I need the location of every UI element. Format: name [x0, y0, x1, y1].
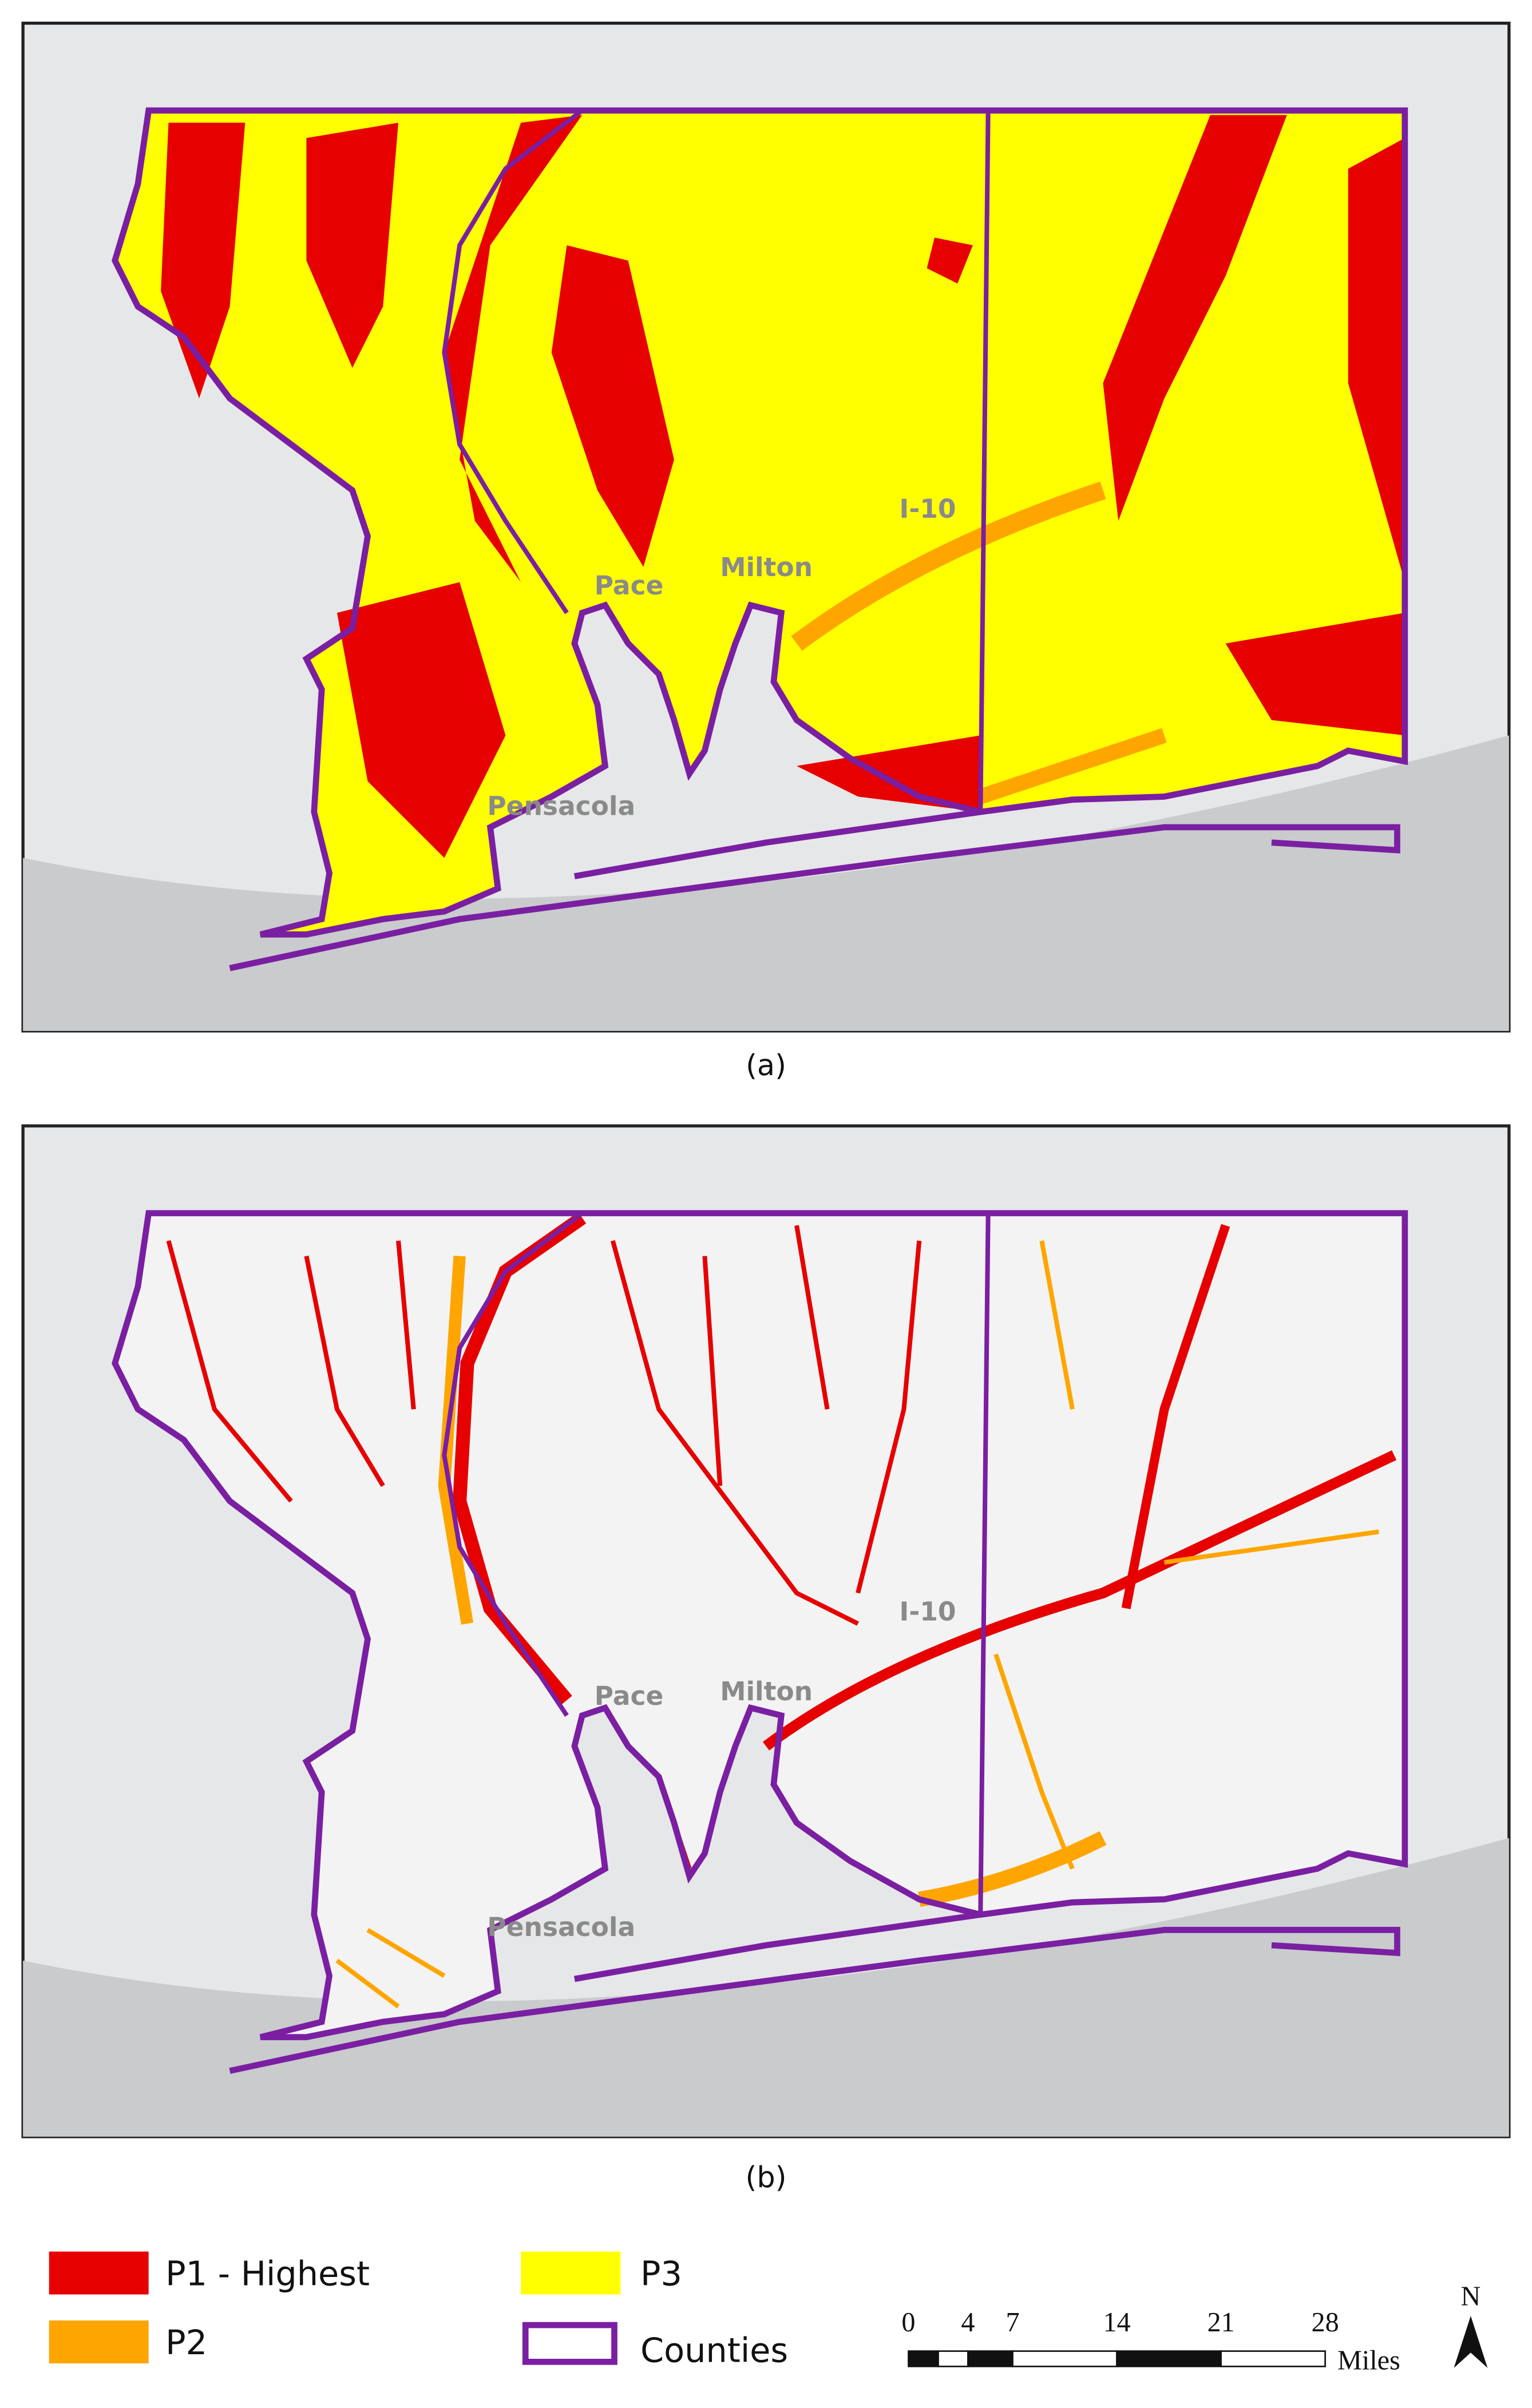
water	[23, 735, 1509, 1031]
map-panel-b: I-10 Pace Milton Pensacola	[21, 1124, 1511, 2139]
p2-streams	[335, 1240, 1379, 2009]
legend-label: P1 - Highest	[165, 2254, 370, 2293]
scale-segment	[1116, 2350, 1222, 2367]
legend-swatch	[49, 2320, 149, 2363]
panel-caption: (b)	[746, 2160, 787, 2194]
p2-corridor	[791, 481, 1106, 651]
place-label: Pace	[595, 1681, 664, 1711]
scale-tick-label: 0	[901, 2307, 915, 2338]
north-arrow: N	[1454, 2281, 1488, 2369]
legend-swatch	[49, 2251, 149, 2295]
p1-areas	[161, 115, 1405, 858]
water	[23, 1838, 1509, 2137]
place-label: I-10	[899, 494, 956, 524]
north-arrow-shape	[1454, 2316, 1488, 2369]
scale-tick-label: 28	[1312, 2307, 1339, 2338]
scale-unit: Miles	[1337, 2346, 1400, 2376]
place-label: Milton	[720, 1676, 813, 1707]
place-label: Pensacola	[487, 791, 635, 822]
legend: P1 - Highest P2 P3 Counties	[49, 2251, 788, 2370]
place-label: Pensacola	[487, 1912, 635, 1942]
panel-caption: (a)	[746, 1049, 786, 1082]
scale-tick-label: 7	[1006, 2307, 1019, 2338]
scale-segment	[937, 2350, 969, 2367]
legend-label: P3	[640, 2254, 682, 2293]
scale-segment	[1012, 2350, 1118, 2367]
place-label: I-10	[899, 1597, 956, 1627]
p2-coast	[978, 728, 1167, 804]
scale-bar: 0 4 7 14 21 28 Miles	[901, 2307, 1400, 2376]
scale-tick-label: 21	[1207, 2307, 1234, 2338]
north-label: N	[1461, 2281, 1481, 2311]
scale-segment	[967, 2350, 1014, 2367]
scale-tick-label: 14	[1103, 2307, 1130, 2338]
legend-swatch	[521, 2251, 621, 2295]
scale-segment	[1220, 2350, 1326, 2367]
scale-segment	[908, 2350, 939, 2367]
place-label: Pace	[595, 570, 664, 601]
legend-label: Counties	[640, 2330, 788, 2370]
place-label: Milton	[720, 552, 813, 582]
legend-swatch	[522, 2322, 617, 2365]
scale-tick-label: 4	[961, 2307, 975, 2338]
map-panel-a: I-10 Pace Milton Pensacola	[21, 21, 1511, 1033]
legend-label: P2	[165, 2323, 207, 2362]
